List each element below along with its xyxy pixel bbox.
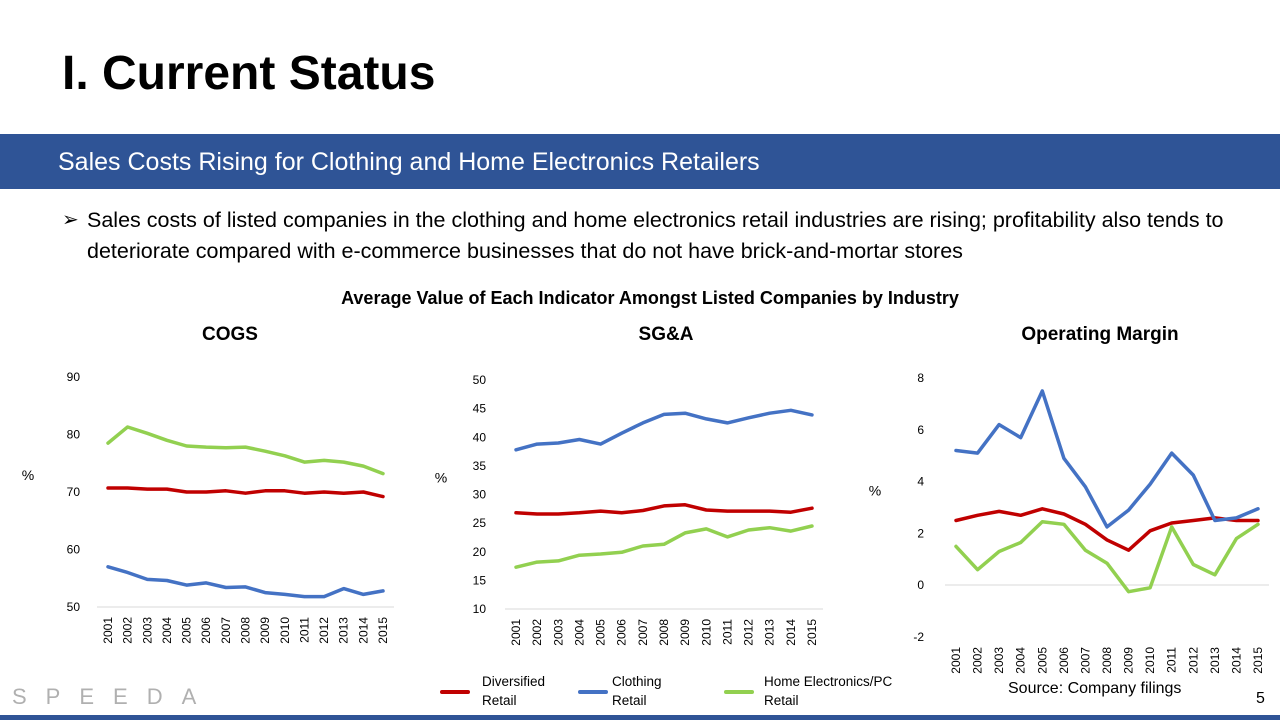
cogs-x-tick-label: 2005	[180, 617, 194, 644]
sga-x-tick-label: 2004	[572, 619, 586, 646]
legend-label-clothing: Clothing Retail	[612, 674, 662, 708]
operating-margin-y-tick-label: 6	[917, 423, 924, 437]
sga-x-tick-label: 2006	[615, 619, 629, 646]
sga-series-line-diversified	[514, 503, 814, 516]
operating-margin-y-tick-label: 2	[917, 526, 924, 540]
legend-label-diversified: Diversified Retail	[482, 674, 546, 708]
sga-y-tick-label: 15	[473, 573, 487, 587]
sga-x-tick-label: 2007	[636, 619, 650, 646]
cogs-x-tick-label: 2006	[199, 617, 213, 644]
section-banner: Sales Costs Rising for Clothing and Home…	[0, 134, 1280, 189]
sga-x-tick-label: 2002	[530, 619, 544, 646]
sga-y-tick-label: 45	[473, 402, 487, 416]
cogs-y-tick-label: 50	[67, 600, 81, 614]
operating-margin-x-tick-label: 2003	[992, 647, 1006, 674]
cogs-y-tick-label: 60	[67, 543, 81, 557]
operating-margin-series-line-diversified	[954, 507, 1260, 552]
operating-margin-x-tick-label: 2010	[1143, 647, 1157, 674]
cogs-series-line-home-electronics	[106, 425, 385, 476]
sga-x-tick-label: 2011	[720, 619, 734, 645]
sga-chart-title: SG&A	[638, 324, 694, 345]
bottom-rule	[0, 715, 1280, 720]
sga-y-tick-label: 40	[473, 430, 487, 444]
sga-x-tick-label: 2014	[784, 619, 798, 646]
operating-margin-x-tick-label: 2015	[1251, 647, 1265, 674]
legend-swatch-home-electronics	[724, 690, 754, 694]
sga-y-tick-label: 10	[473, 602, 487, 616]
sga-y-tick-label: 25	[473, 516, 487, 530]
cogs-y-tick-label: 80	[67, 428, 81, 442]
cogs-y-tick-label: 70	[67, 485, 81, 499]
cogs-x-tick-label: 2004	[160, 617, 174, 644]
operating-margin-x-tick-label: 2007	[1078, 647, 1092, 674]
sga-x-tick-label: 2005	[594, 619, 608, 646]
sga-x-tick-label: 2013	[763, 619, 777, 646]
sga-x-tick-label: 2009	[678, 619, 692, 646]
sga-y-tick-label: 50	[473, 373, 487, 387]
chart-section-title: Average Value of Each Indicator Amongst …	[341, 288, 959, 308]
operating-margin-x-tick-label: 2008	[1100, 647, 1114, 674]
cogs-x-tick-label: 2015	[376, 617, 390, 644]
operating-margin-y-tick-label: 4	[917, 475, 924, 489]
operating-margin-chart-title: Operating Margin	[1021, 324, 1179, 345]
operating-margin-x-tick-label: 2014	[1229, 647, 1243, 674]
operating-margin-x-tick-label: 2006	[1057, 647, 1071, 674]
sga-x-tick-label: 2012	[742, 619, 756, 646]
sga-y-tick-label: 20	[473, 545, 487, 559]
cogs-x-tick-label: 2003	[140, 617, 154, 644]
operating-margin-x-tick-label: 2011	[1165, 647, 1179, 673]
source-note: Source: Company filings	[1008, 680, 1182, 697]
sga-series-line-home-electronics	[514, 524, 814, 569]
bullet-point: ➢ Sales costs of listed companies in the…	[62, 205, 1262, 267]
sga-x-tick-label: 2015	[805, 619, 819, 646]
cogs-y-tick-label: 90	[67, 370, 81, 384]
sga-y-tick-label: 35	[473, 459, 487, 473]
cogs-x-tick-label: 2009	[258, 617, 272, 644]
cogs-series-line-diversified	[106, 486, 385, 499]
banner-text: Sales Costs Rising for Clothing and Home…	[58, 148, 760, 176]
sga-x-tick-label: 2003	[551, 619, 565, 646]
page-number: 5	[1256, 690, 1265, 707]
bullet-text: Sales costs of listed companies in the c…	[87, 208, 1224, 263]
operating-margin-series-line-clothing	[954, 389, 1260, 529]
cogs-chart-title: COGS	[202, 324, 258, 345]
operating-margin-x-tick-label: 2001	[949, 647, 963, 674]
sga-y-tick-label: 30	[473, 488, 487, 502]
cogs-x-tick-label: 2010	[278, 617, 292, 644]
sga-y-axis-label: %	[435, 470, 447, 486]
operating-margin-y-axis-label: %	[869, 483, 881, 499]
operating-margin-x-tick-label: 2002	[971, 647, 985, 674]
operating-margin-y-tick-label: -2	[913, 630, 924, 644]
cogs-x-tick-label: 2008	[239, 617, 253, 644]
sga-x-tick-label: 2008	[657, 619, 671, 646]
operating-margin-x-tick-label: 2005	[1035, 647, 1049, 674]
cogs-x-tick-label: 2014	[356, 617, 370, 644]
cogs-series-line-clothing	[106, 565, 385, 599]
cogs-x-tick-label: 2007	[219, 617, 233, 644]
operating-margin-x-tick-label: 2004	[1014, 647, 1028, 674]
cogs-x-tick-label: 2002	[121, 617, 135, 644]
operating-margin-x-tick-label: 2009	[1122, 647, 1136, 674]
legend-label-home-electronics: Home Electronics/PC Retail	[764, 674, 893, 708]
operating-margin-x-tick-label: 2012	[1186, 647, 1200, 674]
cogs-x-tick-label: 2001	[101, 617, 115, 644]
legend-swatch-clothing	[578, 690, 608, 694]
cogs-x-tick-label: 2011	[297, 617, 311, 643]
operating-margin-y-tick-label: 8	[917, 371, 924, 385]
sga-x-tick-label: 2010	[699, 619, 713, 646]
cogs-x-tick-label: 2012	[317, 617, 331, 644]
cogs-y-axis-label: %	[22, 467, 34, 483]
arrow-bullet-icon: ➢	[62, 209, 79, 231]
page-title: I. Current Status	[62, 47, 436, 100]
operating-margin-x-tick-label: 2013	[1208, 647, 1222, 674]
sga-x-tick-label: 2001	[509, 619, 523, 646]
operating-margin-y-tick-label: 0	[917, 578, 924, 592]
operating-margin-series-line-home-electronics	[954, 519, 1260, 594]
cogs-x-tick-label: 2013	[337, 617, 351, 644]
speeda-logo: SPEEDA	[12, 684, 216, 709]
sga-series-line-clothing	[514, 408, 814, 452]
legend-swatch-diversified	[440, 690, 470, 694]
